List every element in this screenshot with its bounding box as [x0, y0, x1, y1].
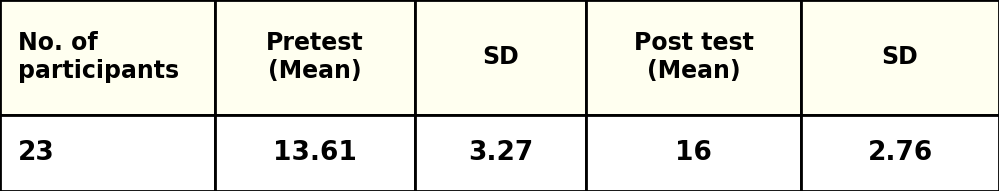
Bar [586, 0, 801, 115]
Text: SD: SD [483, 45, 518, 69]
Bar [415, 0, 586, 115]
Text: 3.27: 3.27 [468, 140, 533, 166]
Text: No. of
participants: No. of participants [18, 31, 179, 83]
Bar [0, 0, 215, 115]
Text: 16: 16 [675, 140, 712, 166]
Bar [801, 0, 999, 115]
Text: 23: 23 [18, 140, 55, 166]
Bar [415, 115, 586, 191]
Text: Post test
(Mean): Post test (Mean) [634, 31, 753, 83]
Text: Pretest
(Mean): Pretest (Mean) [266, 31, 364, 83]
Bar [586, 115, 801, 191]
Bar [0, 115, 215, 191]
Bar [801, 115, 999, 191]
Bar [215, 0, 415, 115]
Text: SD: SD [882, 45, 918, 69]
Bar [215, 115, 415, 191]
Text: 13.61: 13.61 [273, 140, 357, 166]
Text: 2.76: 2.76 [867, 140, 933, 166]
